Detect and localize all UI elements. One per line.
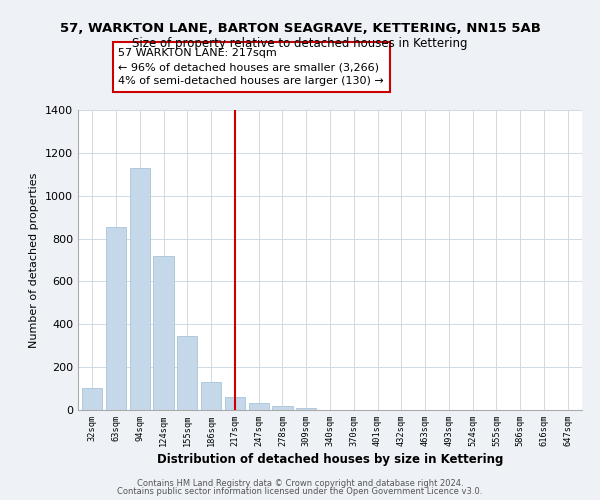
Bar: [272, 406, 293, 410]
Text: Contains HM Land Registry data © Crown copyright and database right 2024.: Contains HM Land Registry data © Crown c…: [137, 478, 463, 488]
Bar: [201, 382, 221, 410]
Text: 57, WARKTON LANE, BARTON SEAGRAVE, KETTERING, NN15 5AB: 57, WARKTON LANE, BARTON SEAGRAVE, KETTE…: [59, 22, 541, 36]
Bar: [296, 408, 316, 410]
Bar: [106, 227, 126, 410]
Text: 57 WARKTON LANE: 217sqm
← 96% of detached houses are smaller (3,266)
4% of semi-: 57 WARKTON LANE: 217sqm ← 96% of detache…: [118, 48, 384, 86]
X-axis label: Distribution of detached houses by size in Kettering: Distribution of detached houses by size …: [157, 454, 503, 466]
Text: Size of property relative to detached houses in Kettering: Size of property relative to detached ho…: [132, 38, 468, 51]
Y-axis label: Number of detached properties: Number of detached properties: [29, 172, 40, 348]
Bar: [82, 388, 103, 410]
Text: Contains public sector information licensed under the Open Government Licence v3: Contains public sector information licen…: [118, 487, 482, 496]
Bar: [225, 397, 245, 410]
Bar: [130, 168, 150, 410]
Bar: [177, 336, 197, 410]
Bar: [248, 402, 269, 410]
Bar: [154, 256, 173, 410]
